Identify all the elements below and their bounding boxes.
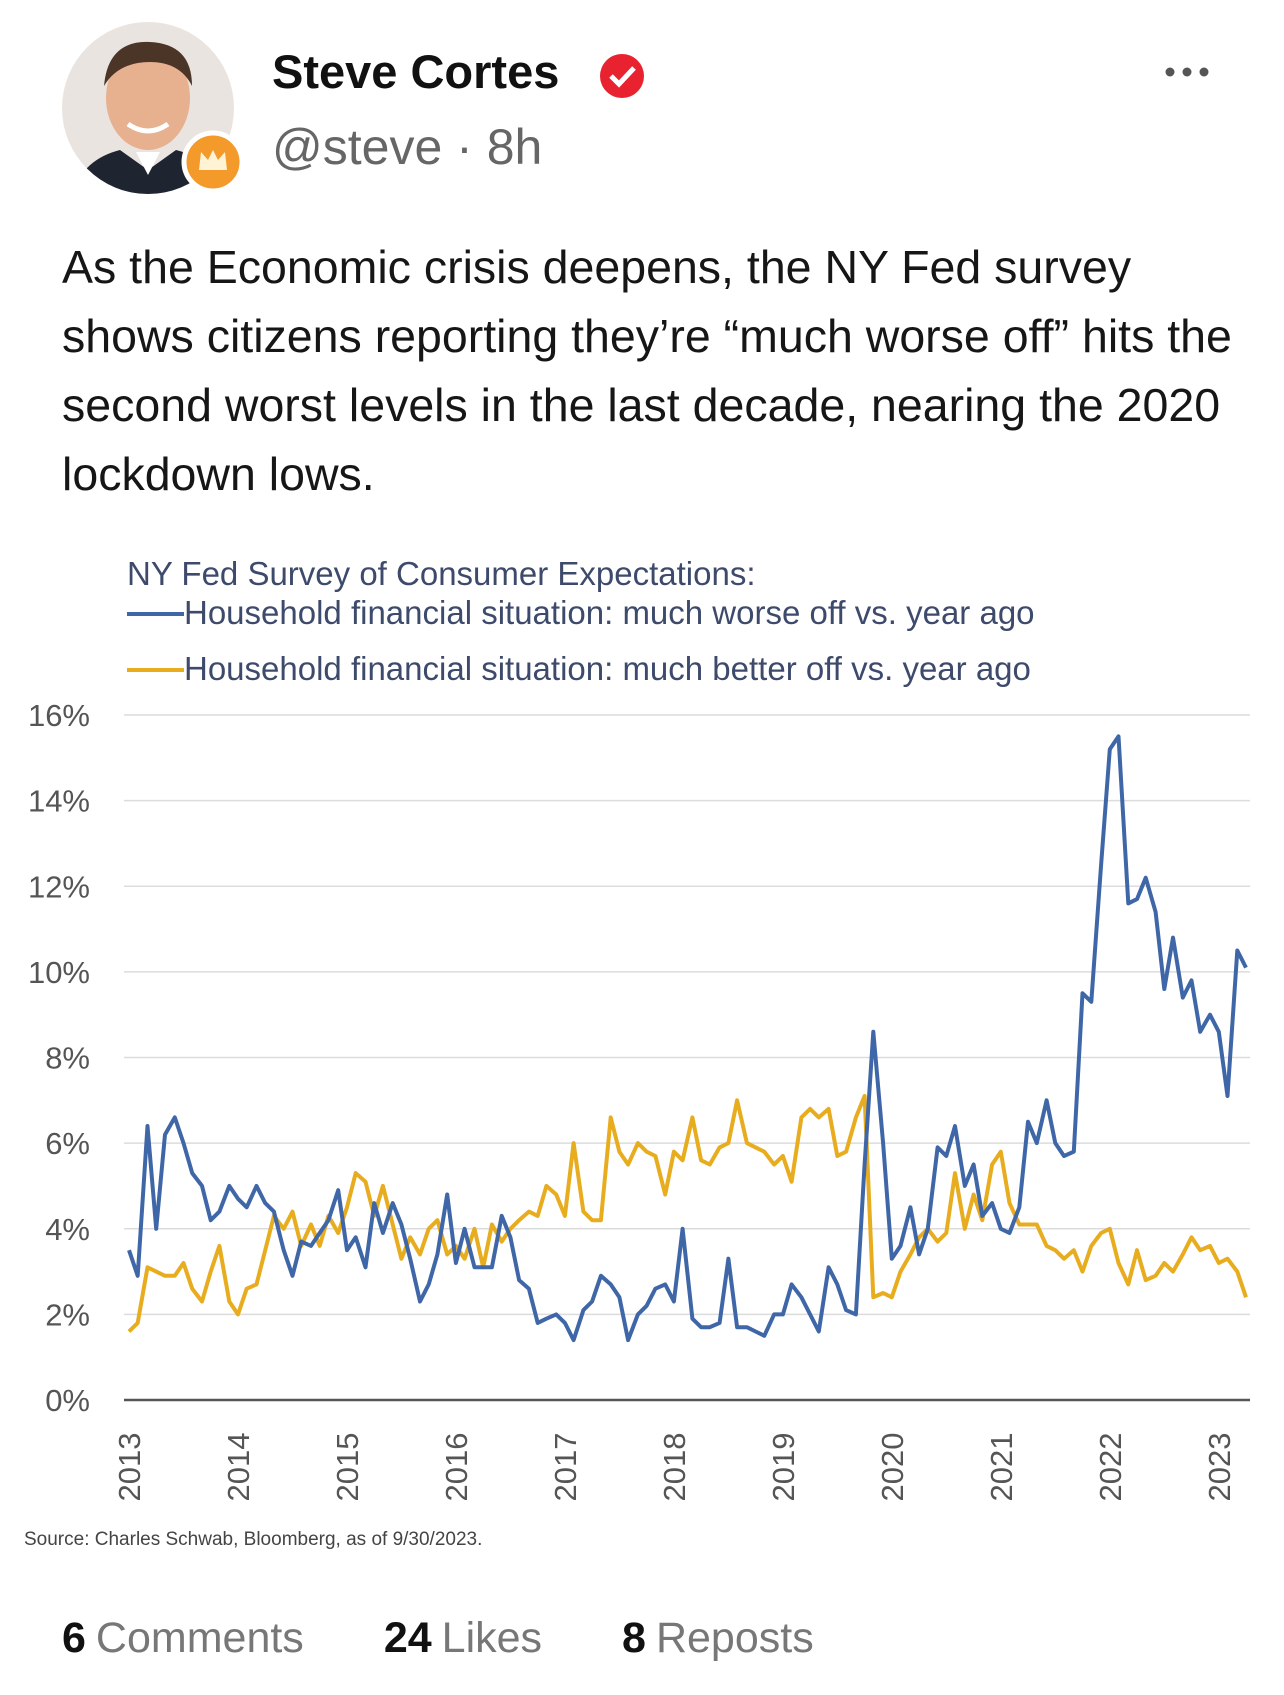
chart-title: NY Fed Survey of Consumer Expectations: — [127, 555, 756, 592]
stat[interactable]: 8 Reposts — [622, 1614, 814, 1663]
series-line — [127, 734, 1248, 1343]
separator: · — [456, 119, 473, 175]
stat[interactable]: 6 Comments — [62, 1614, 304, 1663]
x-tick-label: 2016 — [439, 1433, 474, 1502]
stat-count: 8 — [622, 1614, 646, 1662]
y-tick-label: 10% — [28, 955, 90, 990]
x-tick-label: 2019 — [766, 1433, 801, 1502]
y-tick-label: 4% — [45, 1212, 90, 1247]
chart: NY Fed Survey of Consumer Expectations:H… — [24, 555, 1250, 1550]
stats: 6 Comments 24 Likes 8 Reposts — [62, 1614, 894, 1663]
stat-label: Likes — [441, 1614, 543, 1662]
author-name[interactable]: Steve Cortes — [272, 45, 560, 98]
x-tick-label: 2017 — [548, 1433, 583, 1502]
y-tick-label: 6% — [45, 1126, 90, 1161]
handle: @steve — [272, 119, 443, 175]
stat-label: Reposts — [655, 1614, 814, 1662]
time: 8h — [486, 119, 543, 175]
post-text: As the Economic crisis deepens, the NY F… — [62, 241, 1232, 500]
x-tick-label: 2014 — [221, 1433, 256, 1502]
x-tick-label: 2022 — [1093, 1433, 1128, 1502]
series-line — [127, 1094, 1248, 1333]
x-tick-label: 2015 — [330, 1433, 365, 1502]
author-handle: @steve · 8h — [272, 118, 542, 176]
more-menu[interactable] — [1165, 67, 1209, 77]
y-tick-label: 8% — [45, 1041, 90, 1076]
y-tick-label: 2% — [45, 1297, 90, 1332]
legend-label: Household financial situation: much wors… — [184, 594, 1035, 631]
y-tick-label: 12% — [28, 869, 90, 904]
verified-badge — [600, 54, 644, 98]
y-tick-label: 14% — [28, 784, 90, 819]
stat[interactable]: 24 Likes — [384, 1614, 542, 1663]
badge-crown — [199, 150, 227, 170]
x-tick-label: 2018 — [657, 1433, 692, 1502]
stat-count: 24 — [383, 1614, 432, 1662]
y-tick-label: 16% — [28, 698, 90, 733]
x-tick-label: 2020 — [875, 1433, 910, 1502]
x-tick-label: 2023 — [1202, 1433, 1237, 1502]
chart-source: Source: Charles Schwab, Bloomberg, as of… — [24, 1529, 482, 1550]
y-tick-label: 0% — [45, 1383, 90, 1418]
x-tick-label: 2013 — [112, 1433, 147, 1502]
legend-label: Household financial situation: much bett… — [184, 650, 1031, 687]
post-header-graphics — [62, 22, 1209, 194]
stat-count: 6 — [62, 1614, 86, 1662]
stat-label: Comments — [95, 1614, 304, 1662]
x-tick-label: 2021 — [984, 1433, 1019, 1502]
